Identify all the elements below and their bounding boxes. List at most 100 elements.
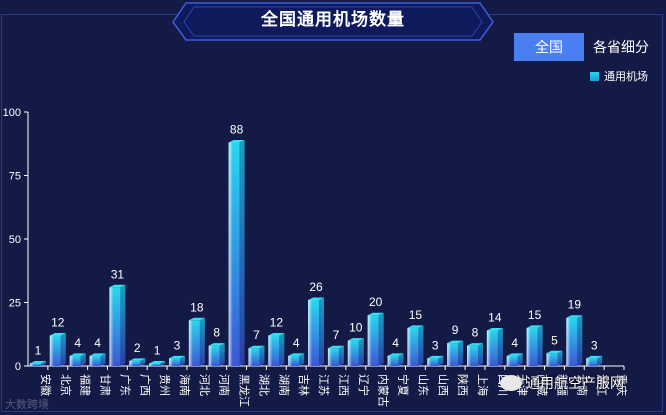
bar-side [418,325,424,366]
watermark-right: 通用航空产服网 [500,373,624,393]
y-tick-label: 50 [9,234,21,246]
bar [347,340,359,366]
bar-value-label: 19 [568,298,582,312]
bar-highlight [208,345,213,366]
bar-value-label: 4 [511,336,518,350]
bar-top [89,353,106,356]
watermark-right-text: 通用航空产服网 [526,375,624,391]
x-tick-label: 山东 [416,374,429,396]
bar-side [219,343,225,366]
bar [248,348,260,366]
bar-top [228,139,245,143]
bar-highlight [129,360,134,366]
bar-value-label: 15 [409,308,423,322]
bar-highlight [248,348,253,366]
bar-top [327,345,344,349]
bar-top [268,333,285,336]
x-tick-label: 内蒙古 [377,374,391,407]
bar-top [486,327,503,331]
bar [467,345,478,366]
bar-side [279,333,285,366]
bar-highlight [387,355,392,366]
bar-top [49,333,66,336]
bar-top [129,358,146,361]
x-tick-label: 山西 [436,374,449,396]
bar-highlight [347,340,352,366]
bar [486,330,498,366]
bar-value-label: 3 [432,338,439,352]
bar-top [407,325,424,328]
page-title: 全国通用机场数量 [261,10,405,29]
bar-top [109,284,126,288]
bar-side [537,325,543,366]
bar-top [308,297,325,300]
bar-value-label: 3 [591,338,598,352]
bar-value-label: 20 [369,295,383,309]
bar-value-label: 2 [134,341,141,355]
bar [506,355,518,366]
bar-value-label: 12 [270,316,284,330]
x-tick-label: 贵州 [158,374,171,396]
bar-value-label: 4 [293,336,300,350]
bar [566,317,578,366]
bar [387,355,399,366]
x-tick-label: 黑龙江 [238,374,251,407]
bar-highlight [506,355,511,366]
bar-top [208,343,225,346]
bar-value-label: 7 [333,328,340,342]
legend-swatch-icon [590,72,599,81]
bar [29,363,41,366]
bar [208,345,220,366]
bar-highlight [526,327,531,366]
province-tab-button[interactable]: 各省细分 [593,39,649,55]
watermark-left: 大数跨境 [5,399,49,411]
bar [268,335,280,366]
bar [447,343,459,366]
bar-highlight [467,345,471,366]
bar-value-label: 1 [154,343,161,357]
x-tick-label: 福建 [79,374,93,396]
bar-side [199,317,205,366]
bar-value-label: 88 [230,122,244,136]
bar [586,358,598,366]
bar-side [140,358,146,366]
bar [49,335,61,366]
bar-top [347,338,364,341]
national-tab-button[interactable]: 全国 [514,33,584,61]
bar-value-label: 4 [392,336,399,350]
bar-highlight [228,142,233,366]
bar-side [398,353,404,366]
title-banner [172,2,494,41]
x-tick-label: 河北 [198,374,211,396]
bar-highlight [367,315,372,366]
bar [89,355,101,366]
x-tick-label: 江苏 [317,374,330,396]
bar-top [149,360,166,364]
bar [427,358,439,366]
bar-side [299,353,305,366]
bar-top [467,343,483,346]
bar-value-label: 5 [551,333,558,347]
chart-legend[interactable]: 通用机场 [590,68,648,84]
bar-value-label: 15 [528,308,542,322]
bar-side [160,360,166,366]
y-tick-label: 25 [9,298,21,310]
bar [546,353,558,366]
bar [69,355,81,366]
bar-highlight [69,355,74,366]
legend-label: 通用机场 [604,71,648,83]
bar-top [367,312,384,316]
bar-top [29,360,46,364]
bar-side [120,284,126,366]
bar [149,363,161,366]
bar-side [319,297,325,366]
bar-highlight [566,317,571,366]
bar [308,299,320,366]
x-tick-label: 浙江 [595,374,608,396]
x-tick-label: 广东 [118,374,131,396]
bar-highlight [29,363,34,366]
x-tick-label: 云南 [575,374,588,396]
bar [188,320,200,366]
x-tick-label: 江西 [337,374,350,396]
bar-value-label: 31 [111,267,125,281]
